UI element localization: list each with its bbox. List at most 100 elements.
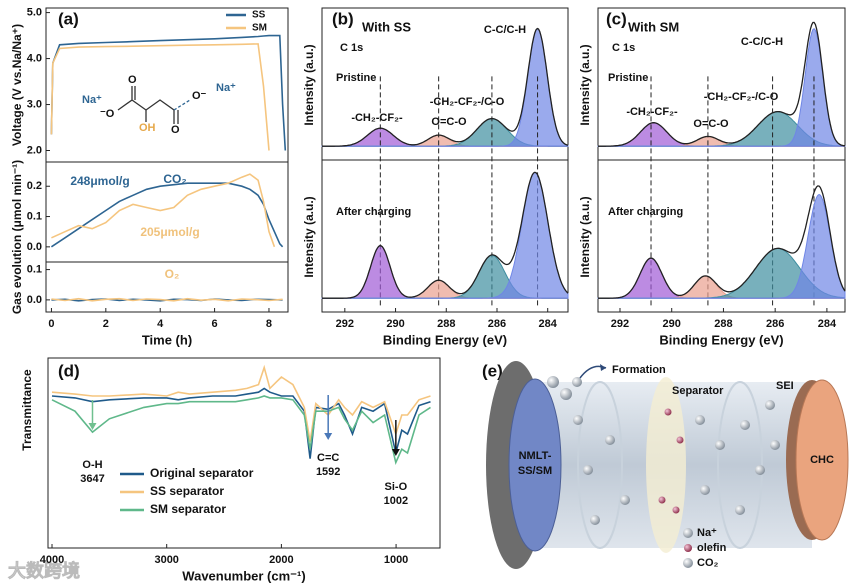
molecule-label: Na⁺ xyxy=(82,94,102,106)
legend-label: olefin xyxy=(697,542,727,554)
line xyxy=(50,182,284,248)
y-tick-label: 4.0 xyxy=(27,52,42,64)
y-axis-label: Transmittance xyxy=(20,369,34,451)
molecule-label: ⁻O xyxy=(100,108,115,120)
annotation-label: O-H xyxy=(82,459,102,471)
particle xyxy=(735,505,745,515)
diagram xyxy=(486,361,849,569)
plot-frame xyxy=(321,159,569,313)
panel-label: (d) xyxy=(58,361,80,380)
legend-swatch xyxy=(683,558,693,568)
x-tick-label: 284 xyxy=(818,318,837,330)
peak-label: -CH₂-CF₂- xyxy=(626,106,678,118)
particle xyxy=(740,420,750,430)
particle xyxy=(676,436,684,444)
panel-text: Pristine xyxy=(336,72,376,84)
anode xyxy=(508,378,562,552)
legend-label: CO₂ xyxy=(697,557,719,569)
annotation-label: 205μmol/g xyxy=(140,225,199,239)
molecule-label: OH xyxy=(139,122,156,134)
particle xyxy=(755,465,765,475)
x-tick-label: 1000 xyxy=(384,554,408,566)
x-tick-label: 286 xyxy=(766,318,784,330)
y-axis-label: Gas evolution (μmol min⁻¹) xyxy=(10,160,24,314)
ring xyxy=(717,381,763,549)
x-tick-label: 4000 xyxy=(40,554,64,566)
particle xyxy=(605,435,615,445)
particle xyxy=(560,388,572,400)
legend-swatch xyxy=(683,528,693,538)
line xyxy=(51,387,431,459)
y-axis-label: Intensity (a.u.) xyxy=(302,196,316,277)
x-tick-label: 8 xyxy=(266,318,272,330)
line xyxy=(51,364,431,442)
y-tick-label: 0.2 xyxy=(27,180,42,192)
particle xyxy=(770,440,780,450)
x-tick-label: 3000 xyxy=(154,554,178,566)
line xyxy=(51,173,276,248)
arrow-head xyxy=(391,449,400,456)
x-tick-label: 4 xyxy=(157,318,164,330)
cathode xyxy=(795,379,849,541)
panel-label: (a) xyxy=(58,9,79,28)
particle xyxy=(590,515,600,525)
peak-label: O=C-O xyxy=(431,116,467,128)
panel-text: C 1s xyxy=(612,42,635,54)
envelope xyxy=(598,185,846,299)
particle xyxy=(715,440,725,450)
y-tick-label: 0.0 xyxy=(27,241,42,253)
molecule xyxy=(117,86,191,124)
particle xyxy=(765,400,775,410)
particle xyxy=(664,408,672,416)
x-tick-label: 292 xyxy=(336,318,354,330)
watermark: 大数跨境 xyxy=(8,560,80,581)
separator xyxy=(646,377,686,553)
particle xyxy=(583,465,593,475)
y-tick-label: 0.1 xyxy=(27,210,42,222)
molecule-label: O xyxy=(171,124,180,136)
diagram-label: NMLT- xyxy=(519,450,552,462)
bond xyxy=(173,99,191,111)
envelope xyxy=(598,21,846,147)
x-tick-label: 288 xyxy=(437,318,455,330)
x-tick-label: 290 xyxy=(663,318,681,330)
x-tick-label: 6 xyxy=(212,318,218,330)
peak-label: O=C-O xyxy=(693,118,729,130)
annotation-label: Si-O xyxy=(385,481,408,493)
peak-label: C-C/C-H xyxy=(484,24,526,36)
x-tick-label: 2 xyxy=(103,318,109,330)
legend-label: Original separator xyxy=(150,466,254,480)
diagram-label: Formation xyxy=(612,364,666,376)
arrow-head xyxy=(88,423,97,430)
x-axis-label: Binding Energy (eV) xyxy=(659,332,783,347)
line xyxy=(51,395,431,465)
plot-frame xyxy=(47,357,441,549)
legend-label: Na⁺ xyxy=(697,527,717,539)
legend-label: SS separator xyxy=(150,484,224,498)
y-axis-label: Intensity (a.u.) xyxy=(578,44,592,125)
y-tick-label: 2.0 xyxy=(27,144,42,156)
peak-label: -CH₂-CF₂-/C-O xyxy=(430,96,505,108)
plot-frame xyxy=(45,261,289,313)
panel-text: After charging xyxy=(336,206,411,218)
particles xyxy=(547,376,780,525)
particle xyxy=(658,496,666,504)
y-axis-label: Intensity (a.u.) xyxy=(302,44,316,125)
x-tick-label: 284 xyxy=(539,318,558,330)
diagram-label: SEI xyxy=(776,380,794,392)
diagram-label: Separator xyxy=(672,385,724,397)
arrow-head xyxy=(600,364,606,371)
molecule-label: O⁻ xyxy=(192,90,207,102)
particle xyxy=(695,415,705,425)
x-tick-label: 0 xyxy=(48,318,54,330)
x-tick-label: 292 xyxy=(611,318,629,330)
particle xyxy=(620,495,630,505)
particle xyxy=(672,506,680,514)
envelope xyxy=(322,171,569,299)
diagram-label: SS/SM xyxy=(518,465,552,477)
particle xyxy=(572,377,582,387)
line xyxy=(50,43,270,151)
bond xyxy=(117,86,179,124)
x-axis-label: Time (h) xyxy=(142,332,192,347)
